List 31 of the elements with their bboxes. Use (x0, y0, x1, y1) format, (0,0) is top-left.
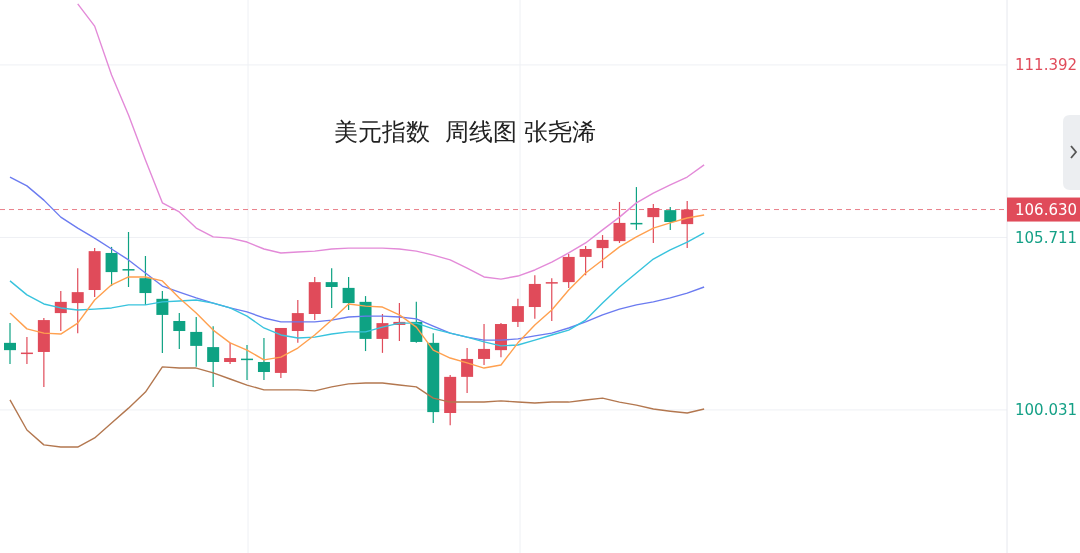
ref-line-label: 106.630 (1015, 200, 1078, 219)
candlestick (664, 206, 677, 231)
candlestick (71, 267, 84, 334)
candlestick (596, 234, 609, 269)
candlestick (105, 246, 118, 287)
line-series (77, 3, 705, 280)
candlestick (224, 342, 237, 365)
candlestick (511, 298, 524, 328)
candlestick (528, 274, 541, 320)
candlestick (4, 322, 16, 365)
candlestick (545, 277, 558, 322)
y-tick-label: 105.711 (1015, 228, 1078, 247)
candlestick (139, 255, 152, 306)
y-tick-label: 111.392 (1015, 56, 1078, 75)
line-series (9, 232, 705, 347)
candlestick (156, 290, 169, 354)
candlestick (207, 325, 220, 388)
candlestick (478, 323, 491, 366)
candlestick (579, 245, 592, 276)
candlestick (190, 316, 203, 368)
text: 美元指数 周线图 张尧浠 (333, 118, 597, 146)
line-series (9, 176, 705, 341)
candlestick (257, 337, 270, 381)
candlestick (376, 313, 389, 354)
line-series (9, 366, 705, 448)
candlestick (122, 231, 135, 288)
candlestick (173, 312, 186, 350)
candlestick (325, 267, 338, 309)
candlestick (461, 347, 474, 394)
y-tick-label: 100.031 (1015, 401, 1078, 420)
candlestick (342, 276, 355, 311)
